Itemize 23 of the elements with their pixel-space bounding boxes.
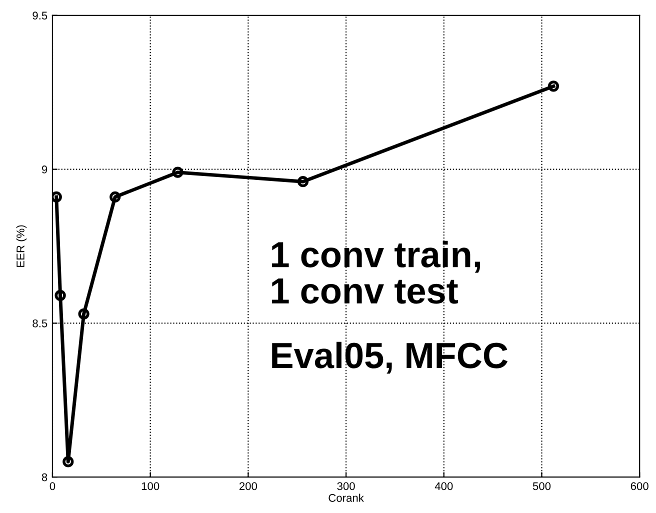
point — [110, 191, 121, 203]
annotation: Eval05, MFCC — [272, 342, 508, 374]
point — [54, 290, 66, 302]
point — [548, 80, 560, 92]
y-tick-label: 8 — [42, 473, 48, 482]
x-tick-label: 200 — [239, 482, 258, 490]
point — [52, 191, 62, 203]
x-axis-title: Corank — [328, 494, 364, 502]
point — [172, 166, 184, 178]
x-tick-label: 400 — [434, 482, 453, 490]
point — [78, 308, 90, 320]
annotation: 1 conv train, 1 conv test — [272, 240, 480, 304]
y-tick-label: 8.5 — [32, 319, 48, 328]
y-tick-label: 9.5 — [32, 12, 48, 20]
x-tick-label: 600 — [630, 482, 648, 490]
x-tick-label: 0 — [50, 482, 56, 490]
y-axis-title: EER (%) — [16, 225, 27, 267]
y-tick-label: 9 — [42, 166, 48, 174]
x-tick-label: 100 — [142, 482, 160, 490]
point — [297, 176, 309, 188]
x-tick-label: 300 — [337, 482, 355, 490]
point — [62, 456, 74, 468]
x-tick-label: 500 — [532, 482, 551, 490]
